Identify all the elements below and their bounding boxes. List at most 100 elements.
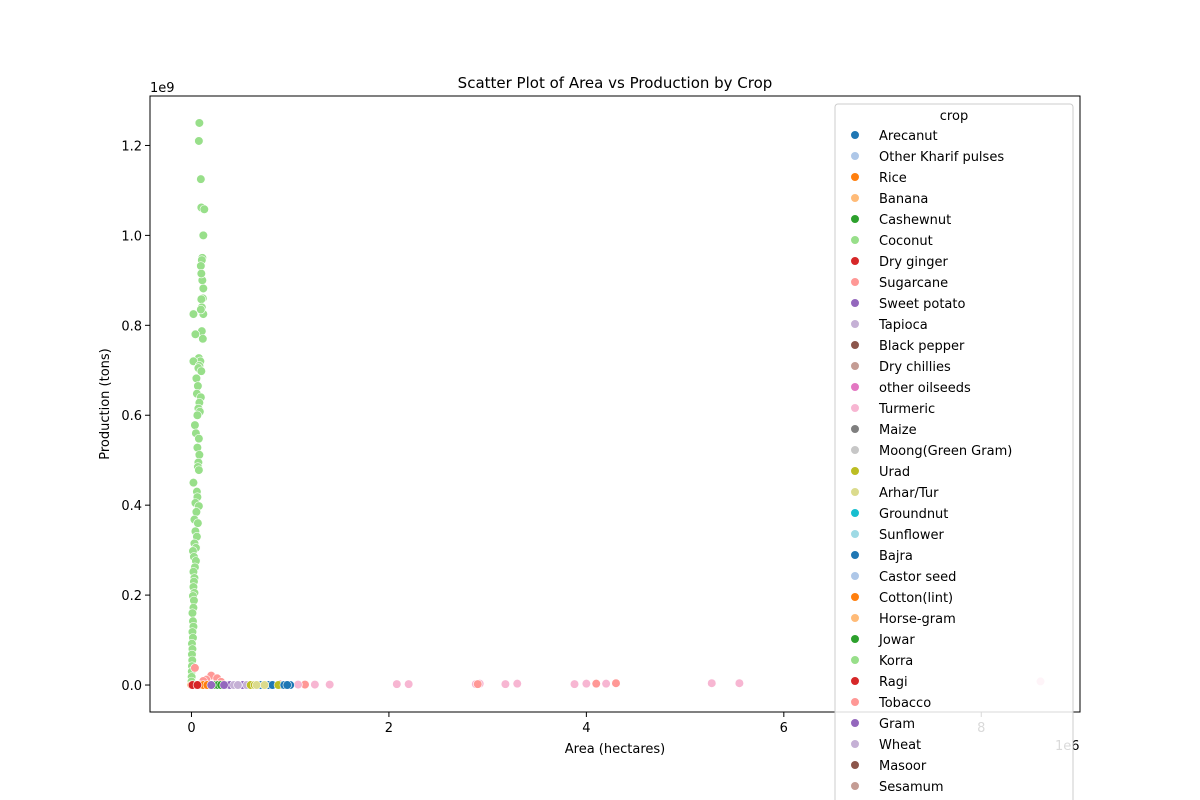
- legend-entry: Gram: [850, 717, 915, 732]
- data-point: [591, 679, 601, 689]
- data-point: [194, 136, 204, 146]
- data-point: [190, 329, 201, 339]
- legend-entry: Korra: [850, 654, 913, 669]
- y-tick-label: 1.0: [121, 229, 142, 244]
- legend-entry: Coconut: [850, 234, 933, 249]
- legend-marker: [850, 277, 860, 287]
- data-point: [601, 679, 611, 689]
- data-point: [191, 373, 202, 383]
- legend-label: Dry ginger: [879, 255, 949, 270]
- legend-label: Groundnut: [879, 507, 948, 522]
- legend-entry: Black pepper: [850, 339, 965, 354]
- legend-marker: [850, 214, 860, 224]
- legend-entry: Banana: [850, 192, 928, 207]
- legend-label: Cashewnut: [879, 213, 951, 228]
- series-tobacco: [473, 678, 621, 689]
- series-coconut: [186, 118, 209, 687]
- legend-marker: [850, 424, 860, 434]
- legend-marker: [850, 235, 860, 245]
- legend-marker: [850, 298, 860, 308]
- y-tick-label: 0.4: [121, 499, 142, 514]
- legend-label: Cotton(lint): [879, 591, 953, 606]
- data-point: [198, 230, 208, 240]
- legend-box: [834, 103, 1074, 800]
- legend-marker: [850, 319, 860, 329]
- legend-entry: Maize: [850, 423, 917, 438]
- x-tick-label: 2: [385, 721, 393, 736]
- legend-title: crop: [940, 109, 968, 124]
- legend-marker: [850, 193, 860, 203]
- legend-entry: Arhar/Tur: [850, 486, 939, 501]
- data-point: [196, 366, 206, 376]
- series-bajra: [279, 680, 292, 690]
- data-point: [611, 678, 621, 688]
- data-point: [190, 420, 200, 430]
- legend-label: Arhar/Tur: [879, 486, 939, 501]
- data-point: [581, 679, 591, 689]
- legend-marker: [850, 697, 860, 707]
- legend-marker: [850, 466, 860, 476]
- legend-entry: Sweet potato: [850, 297, 965, 312]
- series-arhar-tur: [252, 680, 270, 690]
- legend-label: Other Kharif pulses: [879, 150, 1004, 165]
- legend-marker: [850, 403, 860, 413]
- legend-label: Horse-gram: [879, 612, 956, 627]
- legend-entry: Cotton(lint): [850, 591, 953, 606]
- legend-label: Korra: [879, 654, 913, 669]
- data-point: [193, 518, 203, 528]
- legend-marker: [850, 739, 860, 749]
- data-point: [392, 679, 402, 689]
- data-point: [192, 410, 202, 420]
- data-point: [194, 434, 204, 444]
- legend-entry: Dry chillies: [850, 360, 951, 375]
- legend-marker: [850, 529, 860, 539]
- data-point: [188, 478, 199, 488]
- legend-label: Rice: [879, 171, 907, 186]
- legend-marker: [850, 508, 860, 518]
- legend-label: Sunflower: [879, 528, 945, 543]
- data-point: [190, 663, 200, 673]
- chart-title: Scatter Plot of Area vs Production by Cr…: [458, 74, 773, 92]
- data-point: [500, 679, 511, 689]
- legend-label: Masoor: [879, 759, 927, 774]
- data-point: [192, 680, 202, 690]
- legend-marker: [850, 718, 860, 728]
- legend-entry: Sesamum: [850, 780, 944, 795]
- legend-label: Urad: [879, 465, 910, 480]
- data-point: [310, 679, 320, 690]
- data-point: [191, 507, 202, 517]
- x-tick-label: 0: [187, 721, 195, 736]
- data-point: [194, 465, 204, 475]
- legend-marker: [850, 781, 860, 791]
- legend-label: Coconut: [879, 234, 933, 249]
- data-point: [707, 678, 717, 688]
- legend-entry: Castor seed: [850, 570, 956, 585]
- legend-entry: Cashewnut: [850, 213, 951, 228]
- legend-entry: Bajra: [850, 549, 913, 564]
- legend-label: Ragi: [879, 675, 908, 690]
- legend-label: Bajra: [879, 549, 913, 564]
- legend-label: Turmeric: [878, 402, 935, 417]
- legend-entry: Masoor: [850, 759, 927, 774]
- legend-marker: [850, 634, 860, 644]
- data-point: [199, 204, 209, 214]
- legend-marker: [850, 256, 860, 266]
- plot-frame: [149, 95, 1081, 713]
- legend-entry: Tapioca: [850, 318, 928, 333]
- y-tick-label: 1.2: [121, 139, 142, 154]
- data-point: [282, 680, 292, 690]
- legend-label: Tobacco: [878, 696, 931, 711]
- data-point: [196, 261, 206, 271]
- data-point: [196, 269, 206, 279]
- legend-entry: Sugarcane: [850, 276, 948, 291]
- x-tick-label: 4: [582, 721, 590, 736]
- legend-entry: Dry ginger: [850, 255, 949, 270]
- legend-label: Arecanut: [879, 129, 938, 144]
- data-point: [193, 381, 203, 391]
- data-point: [187, 608, 198, 618]
- legend-label: Maize: [879, 423, 917, 438]
- legend-marker: [850, 445, 860, 455]
- legend-marker: [850, 592, 860, 602]
- y-axis: 0.0 0.2 0.4 0.6 0.8 1.0 1.2: [121, 139, 150, 694]
- data-point: [293, 679, 303, 690]
